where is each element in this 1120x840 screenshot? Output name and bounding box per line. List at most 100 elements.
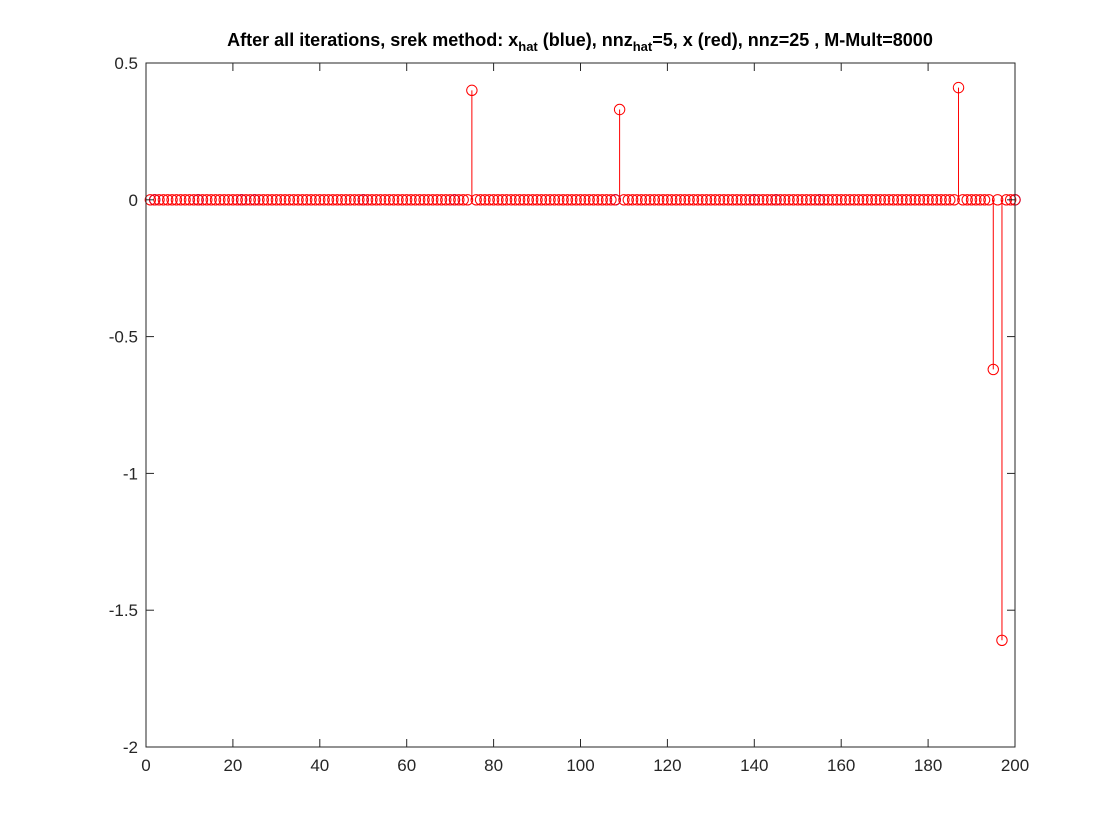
red-marker [939, 194, 952, 206]
red-marker [248, 194, 261, 206]
y-tick-label: -0.5 [109, 328, 138, 347]
red-marker [461, 194, 474, 206]
red-marker [831, 194, 843, 206]
red-marker [518, 194, 530, 206]
red-marker [453, 194, 465, 206]
red-marker [544, 194, 556, 206]
red-marker [805, 194, 817, 206]
red-marker [965, 194, 978, 206]
red-marker [270, 194, 283, 206]
red-marker [335, 194, 348, 206]
red-marker [305, 194, 317, 206]
red-marker [531, 194, 543, 206]
red-marker [414, 194, 426, 206]
red-marker [800, 194, 813, 206]
red-marker [466, 84, 478, 97]
red-marker [774, 194, 787, 206]
y-tick-label: -1 [123, 464, 138, 483]
y-tick-label: 0.5 [114, 54, 138, 73]
red-marker [605, 194, 617, 206]
red-marker [314, 194, 326, 206]
red-marker [657, 194, 669, 206]
red-marker [735, 194, 747, 206]
title-segment: (blue), nnz [538, 30, 633, 50]
red-marker [188, 194, 200, 206]
red-marker [218, 194, 230, 206]
red-marker [792, 194, 804, 206]
red-marker [409, 194, 422, 206]
red-marker [487, 194, 500, 206]
red-marker [739, 194, 752, 206]
x-tick-label: 160 [827, 756, 855, 775]
red-marker [757, 194, 769, 206]
red-marker [835, 194, 847, 206]
red-marker [844, 194, 856, 206]
red-marker [296, 194, 309, 206]
red-marker [852, 194, 865, 206]
red-marker [240, 194, 252, 206]
red-marker [322, 194, 335, 206]
red-marker [1004, 194, 1017, 206]
red-marker [705, 194, 717, 206]
red-marker [500, 194, 513, 206]
red-marker [288, 194, 300, 206]
y-tick-label: -1.5 [109, 601, 138, 620]
red-marker [444, 194, 456, 206]
red-marker [618, 194, 630, 206]
red-marker [166, 194, 178, 206]
red-marker [527, 194, 539, 206]
red-marker [301, 194, 313, 206]
red-marker [227, 194, 239, 206]
red-marker [574, 194, 587, 206]
red-marker [600, 194, 613, 206]
red-marker [865, 194, 878, 206]
red-marker [170, 194, 183, 206]
red-marker [422, 194, 435, 206]
red-marker [209, 194, 222, 206]
red-marker [896, 194, 908, 206]
red-marker [592, 194, 604, 206]
red-marker [726, 194, 739, 206]
x-tick-label: 180 [914, 756, 942, 775]
red-marker [235, 194, 248, 206]
red-marker [357, 194, 369, 206]
red-marker [918, 194, 930, 206]
red-marker [944, 194, 956, 206]
red-marker [644, 194, 656, 206]
red-marker [309, 194, 322, 206]
y-tick-label: 0 [129, 191, 138, 210]
red-marker [587, 194, 600, 206]
red-marker [626, 194, 639, 206]
red-marker [687, 194, 700, 206]
red-marker [396, 194, 409, 206]
red-marker [283, 194, 296, 206]
red-marker [201, 194, 213, 206]
red-marker [383, 194, 396, 206]
red-marker [279, 194, 291, 206]
red-marker [874, 194, 887, 206]
red-marker [922, 194, 934, 206]
red-marker [496, 194, 508, 206]
red-marker [722, 194, 734, 206]
red-marker [379, 194, 391, 206]
red-marker [905, 194, 917, 206]
red-marker [653, 194, 665, 206]
x-tick-label: 120 [653, 756, 681, 775]
red-marker [700, 194, 713, 206]
red-marker [157, 194, 170, 206]
red-marker [483, 194, 495, 206]
x-tick-label: 0 [141, 756, 150, 775]
red-marker [392, 194, 404, 206]
red-marker [214, 194, 226, 206]
red-marker [418, 194, 430, 206]
red-marker [370, 194, 382, 206]
red-marker [839, 194, 852, 206]
title-segment: After all iterations, srek method: x [227, 30, 518, 50]
red-marker [583, 194, 595, 206]
red-marker [183, 194, 196, 206]
x-tick-label: 20 [223, 756, 242, 775]
red-marker [713, 194, 726, 206]
x-tick-label: 140 [740, 756, 768, 775]
red-marker [366, 194, 378, 206]
red-marker [505, 194, 517, 206]
